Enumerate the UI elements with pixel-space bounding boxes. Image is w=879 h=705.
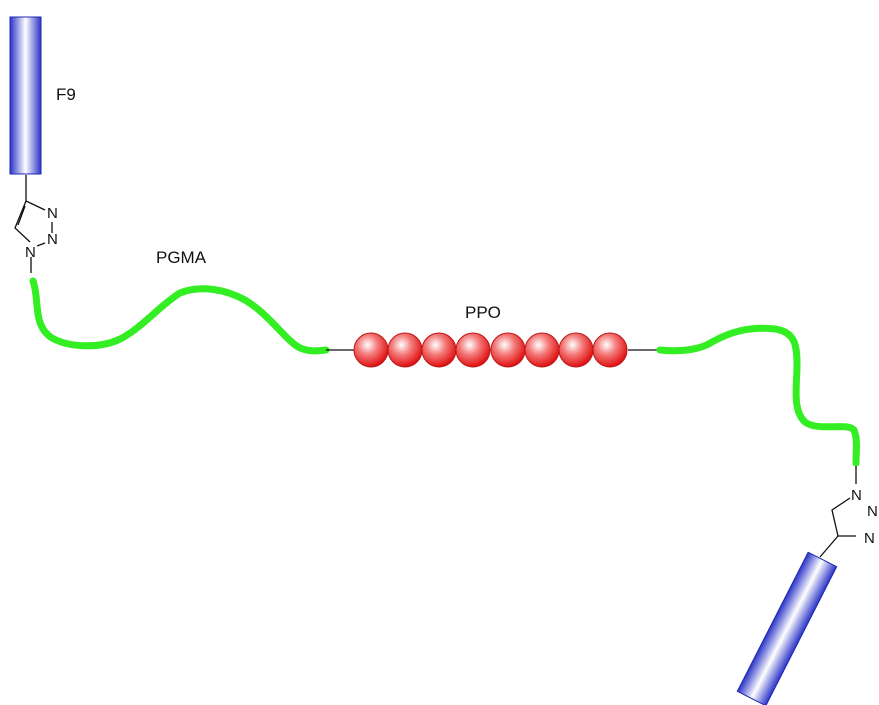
triazole-bottom xyxy=(819,466,857,558)
ppo-bead xyxy=(455,332,491,368)
ppo-bead xyxy=(421,332,457,368)
triazole-top-n-mid: N xyxy=(47,231,58,248)
ppo-block xyxy=(353,332,628,368)
ppo-bead xyxy=(558,332,594,368)
ppo-bead xyxy=(387,332,423,368)
ppo-label: PPO xyxy=(465,303,501,322)
triazole-bottom-n-right-lower: N xyxy=(864,530,875,547)
f9-label: F9 xyxy=(56,85,76,104)
ppo-bead xyxy=(490,332,526,368)
ppo-bead xyxy=(353,332,389,368)
f9-block-top xyxy=(9,16,42,175)
ppo-bead xyxy=(524,332,560,368)
triazole-top xyxy=(14,175,53,273)
triazole-bottom-n-right-upper: N xyxy=(867,503,878,520)
pgma-chain-right xyxy=(656,324,860,467)
triazole-bottom-n-top: N xyxy=(851,487,862,504)
f9-block-bottom xyxy=(736,551,838,705)
triazole-top-n-upper: N xyxy=(47,205,58,222)
ppo-bead xyxy=(592,332,628,368)
pgma-label: PGMA xyxy=(156,248,207,267)
pgma-chain-left xyxy=(29,277,330,355)
triazole-top-n-lower: N xyxy=(25,244,36,261)
